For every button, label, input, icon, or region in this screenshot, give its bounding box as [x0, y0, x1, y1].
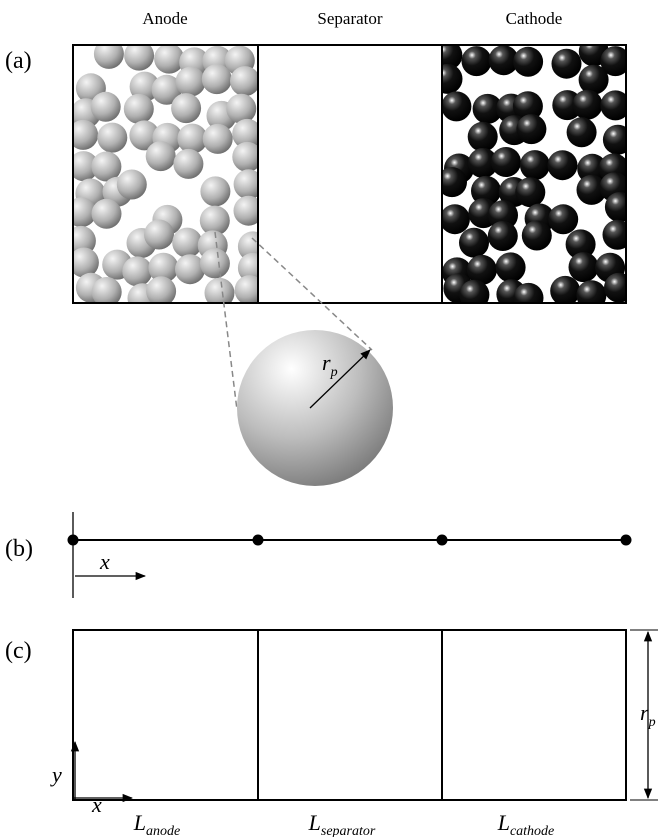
particle	[603, 125, 633, 155]
particle	[459, 280, 489, 310]
particle	[235, 275, 265, 305]
particle	[488, 221, 518, 251]
length-base: L	[308, 810, 321, 835]
particle	[550, 276, 580, 306]
length-label: Lanode	[133, 810, 180, 837]
particle	[516, 114, 546, 144]
particle	[124, 94, 154, 124]
particle	[513, 47, 543, 77]
particle	[91, 92, 121, 122]
mesh-node	[437, 535, 448, 546]
height-sub: p	[648, 715, 656, 730]
panel-label: (b)	[5, 536, 33, 562]
particle	[567, 117, 597, 147]
panel-label: (a)	[5, 48, 32, 74]
particle	[97, 123, 127, 153]
particle	[171, 93, 201, 123]
mesh-node	[68, 535, 79, 546]
particle	[92, 199, 122, 229]
cathode-particles	[432, 36, 635, 313]
length-base: L	[133, 810, 146, 835]
mesh-node	[621, 535, 632, 546]
particle	[172, 228, 202, 258]
particle	[515, 177, 545, 207]
particle	[175, 254, 205, 284]
particle	[462, 46, 492, 76]
particle	[154, 44, 184, 74]
particle	[230, 66, 260, 96]
length-label: Lseparator	[308, 810, 376, 837]
particle	[569, 252, 599, 282]
particle	[433, 64, 463, 94]
particle	[573, 90, 603, 120]
particle	[548, 150, 578, 180]
particle	[522, 221, 552, 251]
particle	[520, 150, 550, 180]
particle	[94, 39, 124, 69]
panel-label: (c)	[5, 638, 32, 664]
particle	[605, 192, 635, 222]
particle	[203, 124, 233, 154]
separator-label: Separator	[317, 9, 382, 28]
y-label: y	[50, 762, 62, 787]
height-label: rp	[640, 700, 656, 730]
particle	[514, 283, 544, 313]
particle	[200, 176, 230, 206]
length-label: Lcathode	[497, 810, 555, 837]
particle	[468, 122, 498, 152]
figure: Anode Separator Cathode (a) rp (b) x (c)…	[0, 0, 660, 837]
cathode-label: Cathode	[506, 9, 563, 28]
particle	[202, 64, 232, 94]
particle	[173, 149, 203, 179]
particle	[459, 228, 489, 258]
particle	[144, 220, 174, 250]
particle	[200, 248, 230, 278]
particle	[603, 220, 633, 250]
particle	[440, 204, 470, 234]
domain-box	[73, 630, 626, 800]
length-sub: separator	[321, 824, 376, 837]
anode-particles	[66, 39, 268, 313]
anode-label: Anode	[142, 9, 187, 28]
particle	[552, 49, 582, 79]
particle	[146, 141, 176, 171]
length-sub: anode	[146, 824, 180, 837]
particle	[579, 65, 609, 95]
particle	[234, 169, 264, 199]
particle-zoom	[237, 330, 393, 486]
particle	[176, 67, 206, 97]
particle	[122, 256, 152, 286]
length-sub: cathode	[510, 824, 554, 837]
particle	[441, 91, 471, 121]
x-label: x	[99, 549, 110, 574]
particle	[146, 276, 176, 306]
mesh-node	[253, 535, 264, 546]
particle	[491, 147, 521, 177]
length-base: L	[497, 810, 510, 835]
particle	[117, 170, 147, 200]
x-label: x	[91, 792, 102, 817]
radius-sub: p	[330, 365, 338, 380]
particle	[548, 204, 578, 234]
particle	[576, 280, 606, 310]
particle	[604, 273, 634, 303]
particle	[496, 252, 526, 282]
particle	[226, 94, 256, 124]
